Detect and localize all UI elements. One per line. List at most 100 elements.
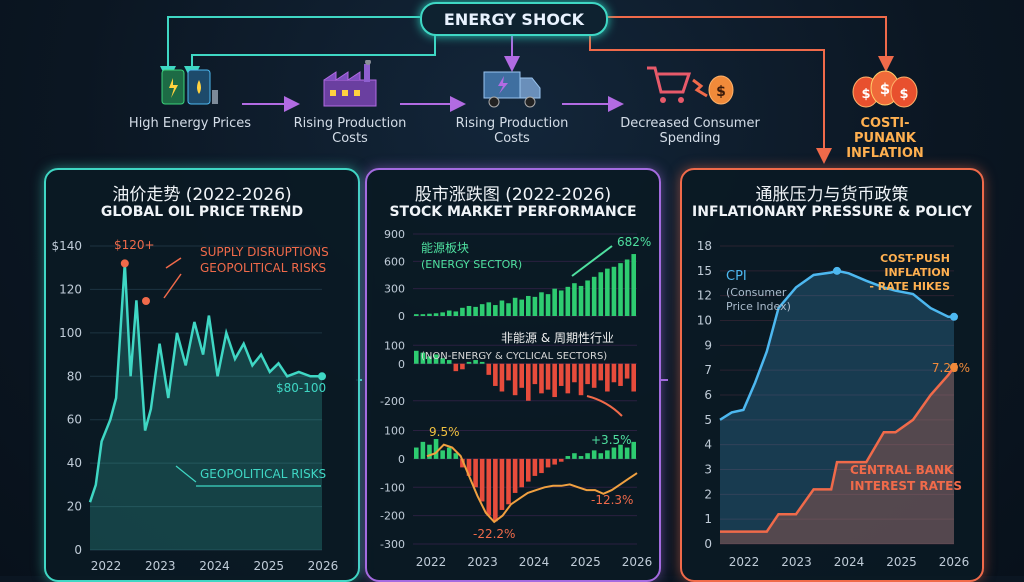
- energy-bar: [539, 292, 544, 316]
- stock-market-chart: 900 600 300 0 100 0 -200 100 0 -100 -200 -300 2022 20…: [380, 228, 652, 569]
- cpi-area: [720, 270, 954, 544]
- energy-bar: [506, 303, 511, 316]
- flow-label: Rising Production Costs: [293, 116, 407, 146]
- oil-y-tick-label: 0: [74, 543, 82, 557]
- oil-y-tick-label: $140: [51, 239, 82, 253]
- composite-bar: [572, 453, 577, 459]
- infl-y-tick-label: 2: [704, 487, 712, 501]
- panel-title-cn: 通胀压力与货币政策: [755, 185, 909, 205]
- energy-bar: [605, 268, 610, 316]
- infl-x-tick-label: 2023: [781, 555, 812, 569]
- nonenergy-bar: [433, 354, 439, 364]
- energy-bar: [572, 283, 577, 316]
- nonenergy-bar: [624, 363, 630, 379]
- oil-y-tick-label: 80: [67, 369, 82, 383]
- rate-end-point: [950, 363, 958, 372]
- nonenergy-trend-arrow: [586, 395, 623, 417]
- nonenergy-bar: [526, 363, 531, 401]
- nonenergy-en: (NON-ENERGY & CYCLICAL SECTORS): [421, 351, 607, 362]
- energy-bar: [427, 313, 432, 316]
- stock-y-tick-label: -200: [380, 510, 405, 523]
- composite-bar: [493, 458, 498, 522]
- composite-bar: [512, 458, 518, 493]
- stock-x-tick-label: 2025: [570, 555, 601, 569]
- energy-bar: [493, 305, 498, 316]
- oil-y-tick-label: 100: [59, 326, 82, 340]
- nonenergy-bar: [473, 360, 478, 364]
- infl-y-tick-label: 1: [704, 512, 712, 526]
- infl-y-tick-label: 5: [704, 413, 712, 427]
- nonenergy-bar: [618, 363, 623, 386]
- annotation-arrow: [175, 465, 321, 487]
- composite-bar: [631, 441, 636, 459]
- composite-bar: [552, 458, 557, 465]
- energy-bar: [512, 297, 518, 316]
- energy-bar: [420, 314, 426, 316]
- composite-bar: [526, 458, 531, 482]
- composite-bar: [565, 456, 571, 459]
- oil-price-area: [90, 263, 322, 550]
- composite-right-label: -12.3%: [591, 493, 633, 507]
- energy-bar: [479, 304, 485, 316]
- note-inflation: INFLATION: [884, 266, 950, 279]
- flow-decreased-consumer-spending: $ Decreased Consumer Spending: [620, 60, 760, 160]
- infl-y-tick-label: 3: [704, 463, 712, 477]
- svg-text:$: $: [880, 80, 890, 98]
- composite-bar: [486, 458, 492, 516]
- panel-title-en: GLOBAL OIL PRICE TREND: [100, 204, 304, 220]
- infl-y-tick-label: 10: [697, 314, 712, 328]
- energy-sector-en: (ENERGY SECTOR): [421, 258, 522, 271]
- stock-y-tick-label: 0: [398, 358, 405, 371]
- infl-y-tick-label: 4: [704, 438, 712, 452]
- panel-inflation-policy: 通胀压力与货币政策 INFLATIONARY PRESSURE & POLICY…: [680, 168, 984, 582]
- composite-bar: [519, 458, 524, 488]
- panel-title-cn: 油价走势 (2022-2026): [112, 185, 292, 205]
- truck-icon: [483, 71, 541, 108]
- infl-y-tick-label: 12: [697, 289, 712, 303]
- nonenergy-bar: [466, 361, 472, 364]
- panel-stock-market: 股市涨跌图 (2022-2026) STOCK MARKET PERFORMAN…: [365, 168, 661, 582]
- composite-bar: [585, 453, 590, 459]
- nonenergy-bar: [512, 363, 518, 396]
- infl-y-tick-label: 7: [704, 363, 712, 377]
- infl-x-tick-label: 2024: [834, 555, 865, 569]
- nonenergy-bar: [585, 363, 590, 385]
- annotation-arrow: [163, 273, 182, 299]
- nonenergy-bar: [493, 363, 498, 386]
- oil-y-tick-label: 60: [67, 413, 82, 427]
- rate-line: [720, 366, 956, 533]
- oil-end-point: [318, 372, 326, 381]
- stock-y-tick-label: 100: [384, 425, 405, 438]
- flow-label: Rising Production Costs: [455, 116, 569, 146]
- energy-bar: [414, 314, 419, 316]
- energy-trend-arrow: [571, 245, 613, 277]
- energy-sector-value: 682%: [617, 235, 651, 249]
- factory-icon: [323, 60, 377, 107]
- nonenergy-bar: [611, 363, 617, 383]
- composite-bar: [479, 458, 485, 502]
- geopolitical-risks-label-bottom: GEOPOLITICAL RISKS: [200, 467, 326, 481]
- central-bank-label-1: CENTRAL BANK: [850, 463, 954, 477]
- energy-bar: [618, 263, 623, 316]
- energy-bar: [466, 305, 472, 316]
- energy-bar: [591, 276, 597, 316]
- energy-bar: [519, 299, 524, 316]
- nonenergy-bar: [578, 363, 584, 396]
- energy-sector-cn: 能源板块: [421, 241, 469, 255]
- energy-bar: [545, 294, 551, 316]
- oil-end-label: $80-100: [276, 381, 326, 395]
- nonenergy-bar: [532, 363, 538, 385]
- composite-bar: [611, 447, 617, 459]
- annotation-arrow: [165, 257, 182, 269]
- energy-bar: [473, 306, 478, 316]
- oil-y-tick-label: 20: [67, 500, 82, 514]
- energy-bar: [552, 288, 557, 316]
- nonenergy-bar: [460, 363, 465, 370]
- composite-low-label: -22.2%: [473, 527, 515, 541]
- flow-cost-push-inflation: $ $ $ COSTI-PUNANK INFLATION: [830, 60, 940, 161]
- oil-x-tick-label: 2023: [145, 559, 176, 573]
- svg-text:$: $: [861, 87, 870, 102]
- oil-x-tick-label: 2025: [253, 559, 284, 573]
- nonenergy-bar: [446, 360, 452, 364]
